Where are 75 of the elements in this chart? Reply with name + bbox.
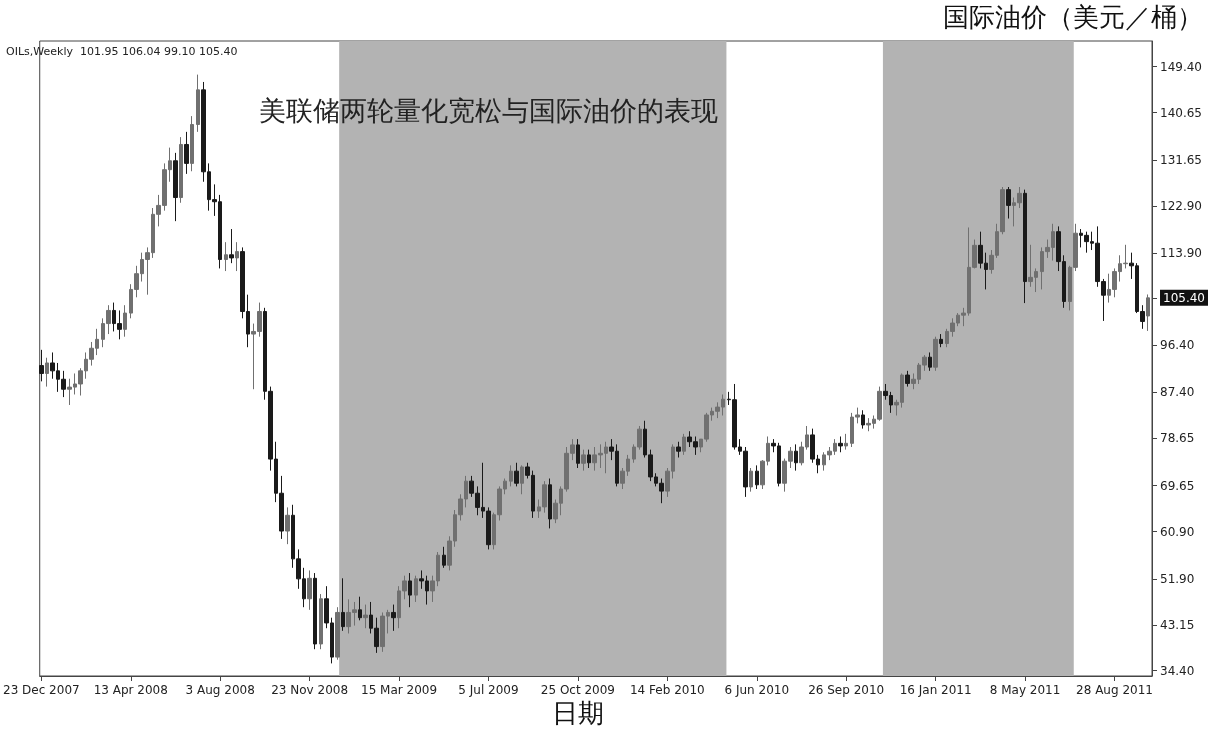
candlestick — [196, 74, 200, 133]
y-axis-title: 国际油价（美元／桶） — [943, 2, 1203, 32]
candlestick — [39, 349, 44, 382]
y-tick-label: 149.40 — [1160, 59, 1203, 74]
x-tick-label: 8 May 2011 — [989, 683, 1061, 697]
y-tick-label: 140.65 — [1160, 105, 1203, 120]
x-tick-label: 16 Jan 2011 — [899, 683, 972, 697]
y-tick-label: 87.40 — [1160, 385, 1195, 400]
y-tick-label: 113.90 — [1160, 246, 1203, 261]
candlestick — [755, 464, 759, 490]
x-tick-label: 3 Aug 2008 — [185, 683, 255, 697]
candlestick — [45, 357, 49, 388]
candlestick — [190, 115, 194, 172]
candlestick — [335, 606, 340, 661]
y-tick-label: 96.40 — [1160, 338, 1195, 353]
candlestick — [939, 333, 943, 348]
candlestick — [307, 569, 312, 611]
x-tick-label: 28 Aug 2011 — [1076, 683, 1153, 697]
candlestick — [928, 351, 932, 372]
candlestick — [749, 467, 753, 493]
x-tick-label: 25 Oct 2009 — [540, 683, 615, 697]
x-tick-label: 15 Mar 2009 — [361, 683, 438, 697]
x-tick-label: 23 Dec 2007 — [2, 683, 80, 697]
candlestick — [285, 506, 290, 545]
candlestick — [1006, 186, 1011, 220]
text: 美联储两轮量化宽松与国际油价的表现 — [259, 95, 718, 126]
candlestick — [581, 449, 586, 472]
candlestick — [341, 577, 345, 632]
candlestick — [861, 409, 865, 430]
candlestick — [587, 449, 591, 469]
candlestick — [123, 304, 127, 338]
candlestick — [229, 228, 234, 264]
candlestick — [794, 443, 798, 472]
y-tick-label: 69.65 — [1160, 478, 1195, 493]
candlestick — [576, 438, 580, 469]
candlestick — [838, 436, 843, 453]
candlestick — [358, 596, 362, 621]
candlestick — [173, 152, 178, 222]
y-tick-label: 78.65 — [1160, 431, 1195, 446]
candlestick — [1023, 189, 1027, 304]
y-tick-label: 122.90 — [1160, 198, 1203, 213]
candlestick — [179, 136, 183, 204]
candlestick — [933, 336, 938, 372]
x-tick-label: 5 Jul 2009 — [458, 683, 519, 697]
candlestick — [509, 464, 513, 487]
candlestick — [1146, 293, 1150, 332]
candlestick — [408, 572, 412, 608]
candlestick — [391, 604, 396, 632]
candlestick — [414, 575, 418, 603]
candlestick — [514, 462, 519, 487]
candlestick — [682, 433, 686, 456]
candlestick — [319, 593, 323, 650]
candlestick — [363, 604, 368, 629]
x-tick-label: 6 Jun 2010 — [724, 683, 790, 697]
y-tick-label: 43.15 — [1160, 617, 1195, 632]
x-tick-label: 23 Nov 2008 — [271, 683, 349, 697]
x-tick-label: 13 Apr 2008 — [93, 683, 168, 697]
candlestick — [313, 572, 317, 650]
candlestick — [905, 370, 910, 388]
y-tick-label: 51.90 — [1160, 571, 1195, 586]
candlestick — [548, 478, 552, 529]
candlestick — [235, 241, 239, 272]
x-tick-label: 14 Feb 2010 — [629, 683, 705, 697]
y-tick-label: 131.65 — [1160, 152, 1203, 167]
candlestick — [442, 546, 446, 569]
x-axis-title: 日期 — [552, 698, 604, 728]
candlestick — [520, 464, 524, 495]
x-tick-label: 26 Sep 2010 — [808, 683, 885, 697]
y-tick-label: 34.40 — [1160, 663, 1195, 678]
candlestick — [844, 433, 848, 451]
candlestick — [184, 131, 189, 175]
candlestick — [676, 441, 681, 459]
y-tick-label: 105.40 — [1163, 290, 1206, 305]
candlestick — [224, 241, 228, 272]
y-tick-label: 60.90 — [1160, 524, 1195, 539]
